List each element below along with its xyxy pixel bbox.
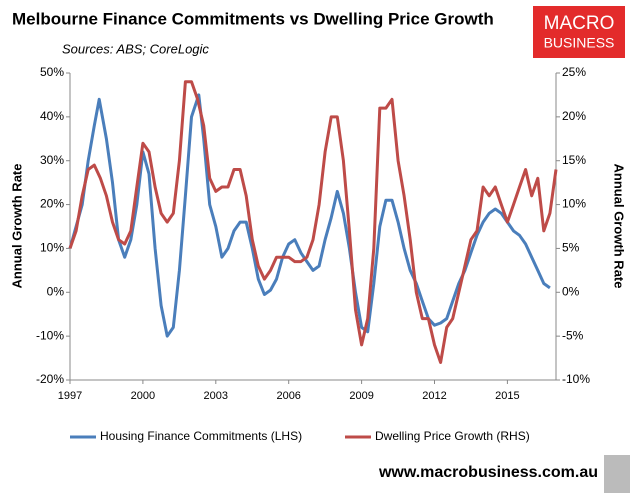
chart-subtitle: Sources: ABS; CoreLogic (62, 41, 209, 56)
y-tick-label: 20% (40, 197, 64, 211)
x-tick-label: 2009 (349, 390, 373, 402)
x-tick-label: 2015 (495, 390, 519, 402)
y-axis-label: Annual Growth Rate (9, 164, 24, 289)
series-line (68, 93, 551, 338)
series-line (68, 80, 558, 364)
y-tick-label: 40% (40, 109, 64, 123)
y-tick-label: 10% (40, 241, 64, 255)
y2-tick-label: -10% (562, 372, 590, 386)
y2-tick-label: 25% (562, 65, 586, 79)
x-tick-label: 2003 (204, 390, 228, 402)
y2-tick-label: 5% (562, 241, 580, 255)
logo-box (533, 6, 625, 58)
x-tick-label: 2000 (131, 390, 155, 402)
x-tick-label: 1997 (58, 390, 82, 402)
legend-label: Housing Finance Commitments (LHS) (100, 429, 302, 443)
y-tick-label: 50% (40, 65, 64, 79)
y-tick-label: 30% (40, 153, 64, 167)
logo-image (604, 455, 630, 493)
logo-text: BUSINESS (544, 35, 615, 51)
y2-tick-label: 20% (562, 109, 586, 123)
chart-title: Melbourne Finance Commitments vs Dwellin… (12, 9, 494, 28)
y2-tick-label: 10% (562, 197, 586, 211)
y2-tick-label: -5% (562, 328, 584, 342)
legend-label: Dwelling Price Growth (RHS) (375, 429, 530, 443)
logo-text: MACRO (544, 13, 615, 34)
y-tick-label: 0% (47, 284, 65, 298)
x-tick-label: 2006 (276, 390, 300, 402)
y2-axis-label: Annual Growth Rate (612, 164, 627, 289)
y-tick-label: -20% (36, 372, 64, 386)
x-tick-label: 2012 (422, 390, 446, 402)
y2-tick-label: 15% (562, 153, 586, 167)
footer: www.macrobusiness.com.au (378, 464, 598, 481)
y2-tick-label: 0% (562, 284, 580, 298)
y-tick-label: -10% (36, 328, 64, 342)
